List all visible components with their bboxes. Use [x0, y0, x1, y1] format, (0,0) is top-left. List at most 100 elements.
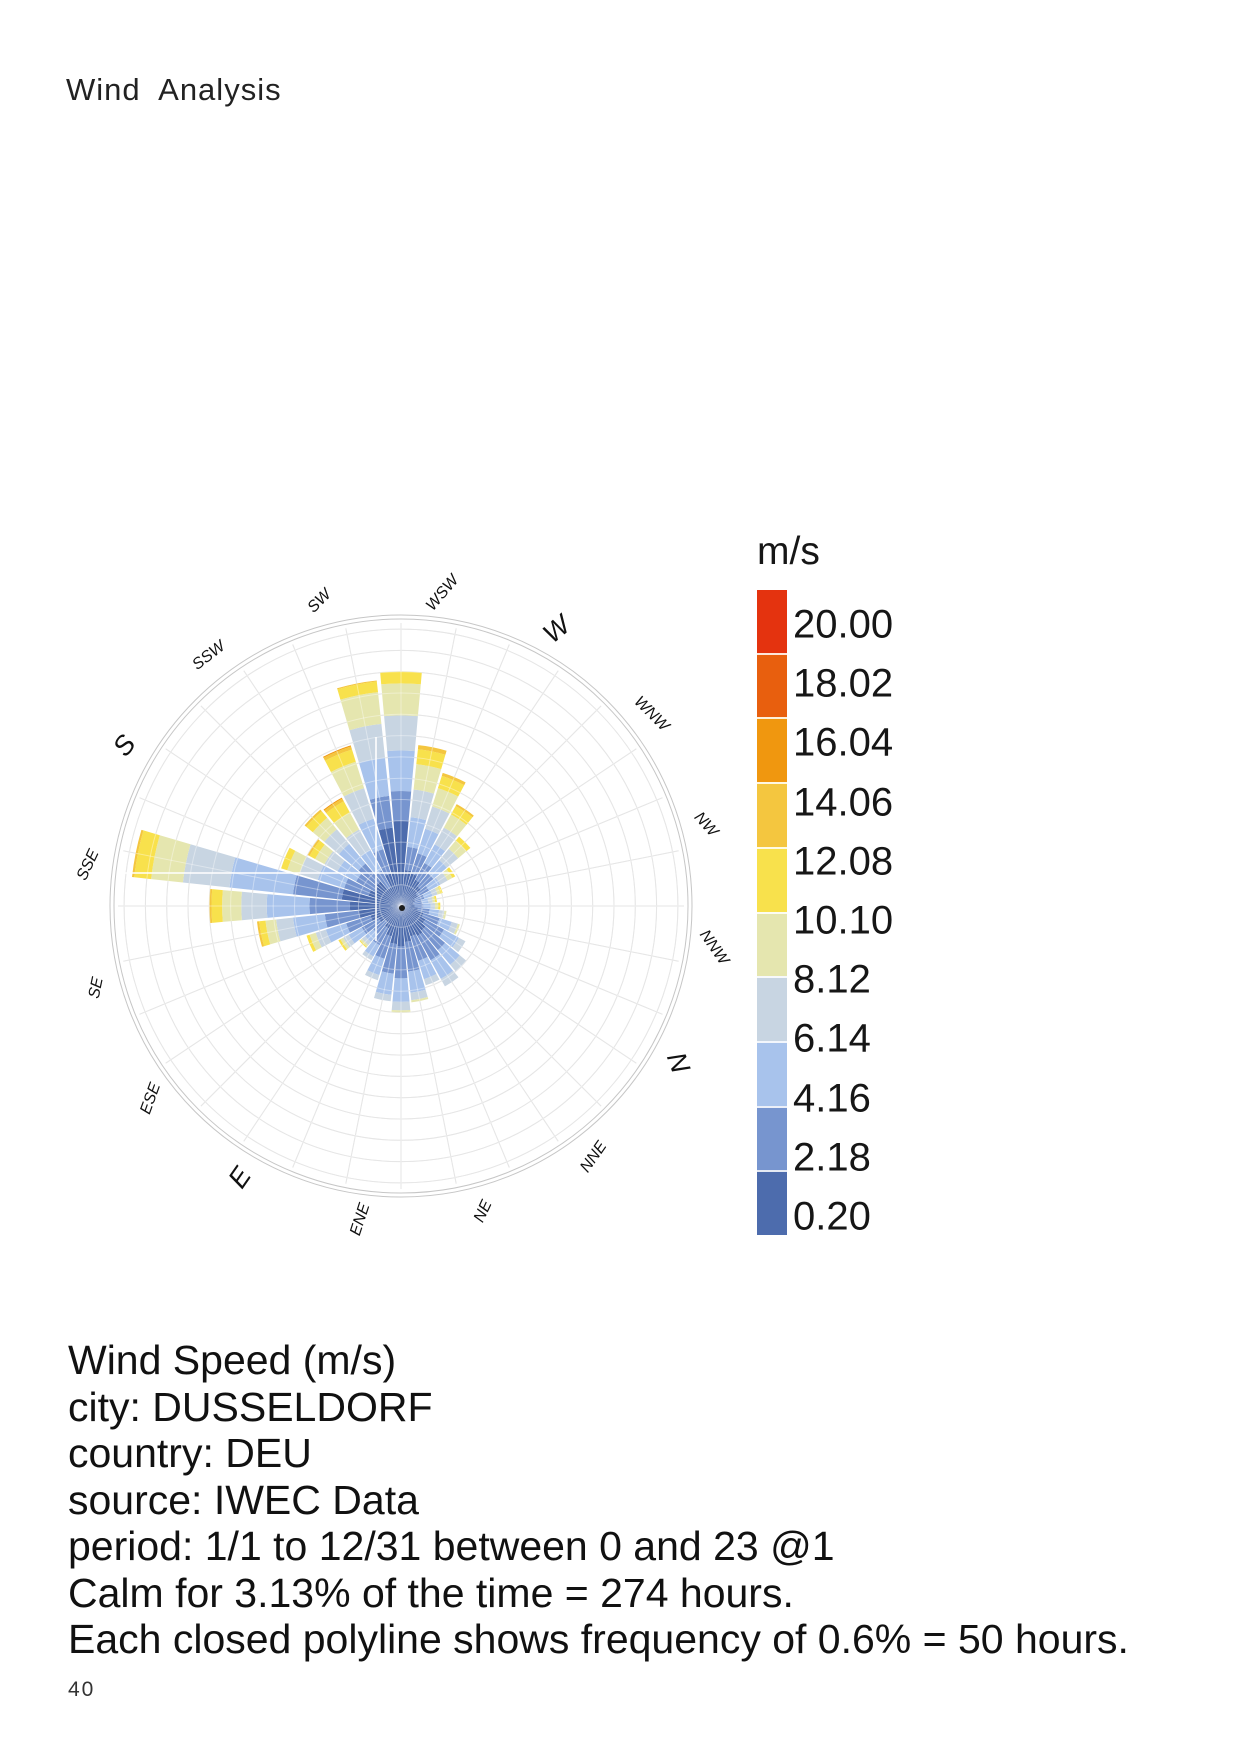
wind-rose-petal-segment: [437, 942, 460, 965]
wind-rose-petal-segment: [334, 812, 360, 838]
page-number: 40: [68, 1678, 96, 1701]
wind-rose-petal-segment: [317, 865, 349, 889]
wind-rose-petal-segment: [349, 723, 385, 763]
legend-boundary-label: 2.18: [793, 1135, 871, 1180]
wind-rose-petal-segment: [365, 970, 380, 981]
wind-rose-petal-segment: [358, 818, 384, 854]
wind-rose-petal-segment: [325, 923, 350, 943]
polar-grid-ring: [208, 713, 594, 1099]
polar-grid-spoke: [400, 850, 679, 907]
polar-grid-spoke: [123, 905, 402, 962]
polar-grid-ring: [166, 671, 636, 1141]
polar-grid-ring: [315, 820, 487, 992]
wind-rose-petal-segment: [309, 897, 351, 915]
wind-rose-petal-segment: [437, 885, 443, 894]
wind-rose-petal-segment: [365, 929, 378, 942]
chart-info-block: Wind Speed (m/s) city: DUSSELDORF country:…: [68, 1337, 1129, 1663]
wind-rose-petal-segment: [455, 804, 474, 818]
polar-grid-spoke: [400, 797, 663, 907]
wind-rose-petal-segment: [293, 914, 328, 937]
wind-rose-petal-segment: [376, 881, 401, 906]
wind-rose-petal-segment: [423, 974, 440, 986]
wind-rose-petal-segment: [404, 846, 418, 872]
wind-rose-petal-segment: [276, 917, 297, 942]
wind-rose-petal-segment: [401, 906, 426, 931]
wind-rose-petal-segment: [385, 906, 401, 929]
wind-rose-petal-segment: [452, 937, 466, 953]
wind-rose-petal-segment: [416, 749, 446, 770]
polar-grid-spoke: [400, 748, 637, 907]
polar-axis-circle: [109, 614, 693, 1198]
legend-boundary-label: 0.20: [793, 1194, 871, 1239]
polar-grid-spoke: [400, 850, 679, 907]
wind-rose-petal-segment: [422, 890, 433, 899]
legend-color-band: [757, 911, 787, 977]
wind-rose-petal-segment: [448, 840, 467, 859]
wind-rose-petal-segment: [443, 814, 467, 837]
polar-grid-spoke: [345, 628, 402, 907]
wind-rose-petal-segment: [401, 902, 414, 906]
wind-rose-petal-segment: [229, 857, 297, 895]
polar-grid-spoke: [400, 905, 559, 1142]
compass-label: NW: [691, 809, 723, 842]
wind-rose-petal-segment: [315, 844, 333, 865]
wind-rose-petal-segment: [401, 873, 417, 906]
legend-boundary-label: 14.06: [793, 780, 894, 825]
wind-rose-petal-segment: [381, 683, 421, 717]
wind-rose-petal-segment: [417, 873, 434, 890]
wind-rose-petal-segment: [404, 940, 420, 972]
legend-color-band: [757, 782, 787, 847]
wind-rose-petal-segment: [430, 954, 454, 979]
wind-rose-petal-segment: [346, 915, 373, 933]
wind-rose-petal-segment: [309, 932, 322, 951]
wind-rose-petal-segment: [266, 894, 310, 918]
polar-grid-spoke: [139, 905, 402, 1015]
compass-label: WSW: [423, 570, 464, 614]
wind-rose-petal-segment: [410, 989, 428, 1001]
wind-rose-petal-segment: [385, 873, 401, 906]
polar-grid-ring: [123, 628, 679, 1184]
wind-rose-petal-segment: [411, 853, 427, 876]
wind-rose-petal-segment: [391, 1010, 411, 1013]
compass-label: SSW: [189, 637, 230, 674]
wind-rose-petal-segment: [287, 850, 307, 875]
info-line: period: 1/1 to 12/31 between 0 and 23 @1: [68, 1523, 835, 1569]
wind-rose-petal-segment: [324, 798, 344, 814]
wind-rose-petal-segment: [265, 919, 281, 945]
legend-color-band: [757, 590, 787, 653]
wind-rose-petal-segment: [450, 955, 467, 972]
wind-rose-petal-segment: [401, 906, 424, 917]
wind-rose-petal-segment: [430, 903, 436, 909]
wind-rose-petal-segment: [424, 844, 446, 868]
wind-rose-petal-segment: [418, 957, 437, 980]
wind-rose-petal-segment: [367, 955, 385, 976]
wind-rose-petal-segment: [401, 906, 418, 911]
wind-rose-petal-segment: [425, 806, 450, 835]
wind-rose-petal-segment: [374, 991, 392, 1002]
polar-grid-spoke: [400, 905, 457, 1184]
wind-rose-petal-segment: [437, 910, 445, 919]
wind-rose-petal-segment: [397, 906, 405, 947]
wind-rose-petal-segment: [325, 749, 356, 772]
polar-grid-spoke: [243, 905, 402, 1142]
wind-rose-petal-segment: [209, 889, 213, 923]
wind-rose-petal-segment: [441, 772, 466, 786]
legend-boundary-label: 6.14: [793, 1016, 871, 1061]
legend-boundary-label: 4.16: [793, 1076, 871, 1121]
wind-rose-petal-segment: [407, 817, 427, 849]
polar-grid-spoke: [400, 905, 637, 1064]
wind-rose-petal-segment: [386, 906, 401, 937]
wind-rose-petal-segment: [434, 895, 437, 903]
wind-rose-petal-segment: [394, 946, 408, 979]
wind-rose-petal-segment: [330, 761, 365, 797]
wind-rose-petal-segment: [337, 680, 377, 690]
wind-rose-petal-segment: [372, 925, 389, 946]
wind-rose-petal-segment: [401, 886, 421, 906]
wind-rose-petal-segment: [378, 906, 401, 922]
wind-rose-petal-segment: [434, 827, 458, 852]
polar-grid-ring: [294, 799, 508, 1013]
wind-rose-petal-segment: [430, 888, 438, 897]
polar-grid-spoke: [139, 797, 402, 907]
info-line: source: IWEC Data: [68, 1476, 419, 1523]
